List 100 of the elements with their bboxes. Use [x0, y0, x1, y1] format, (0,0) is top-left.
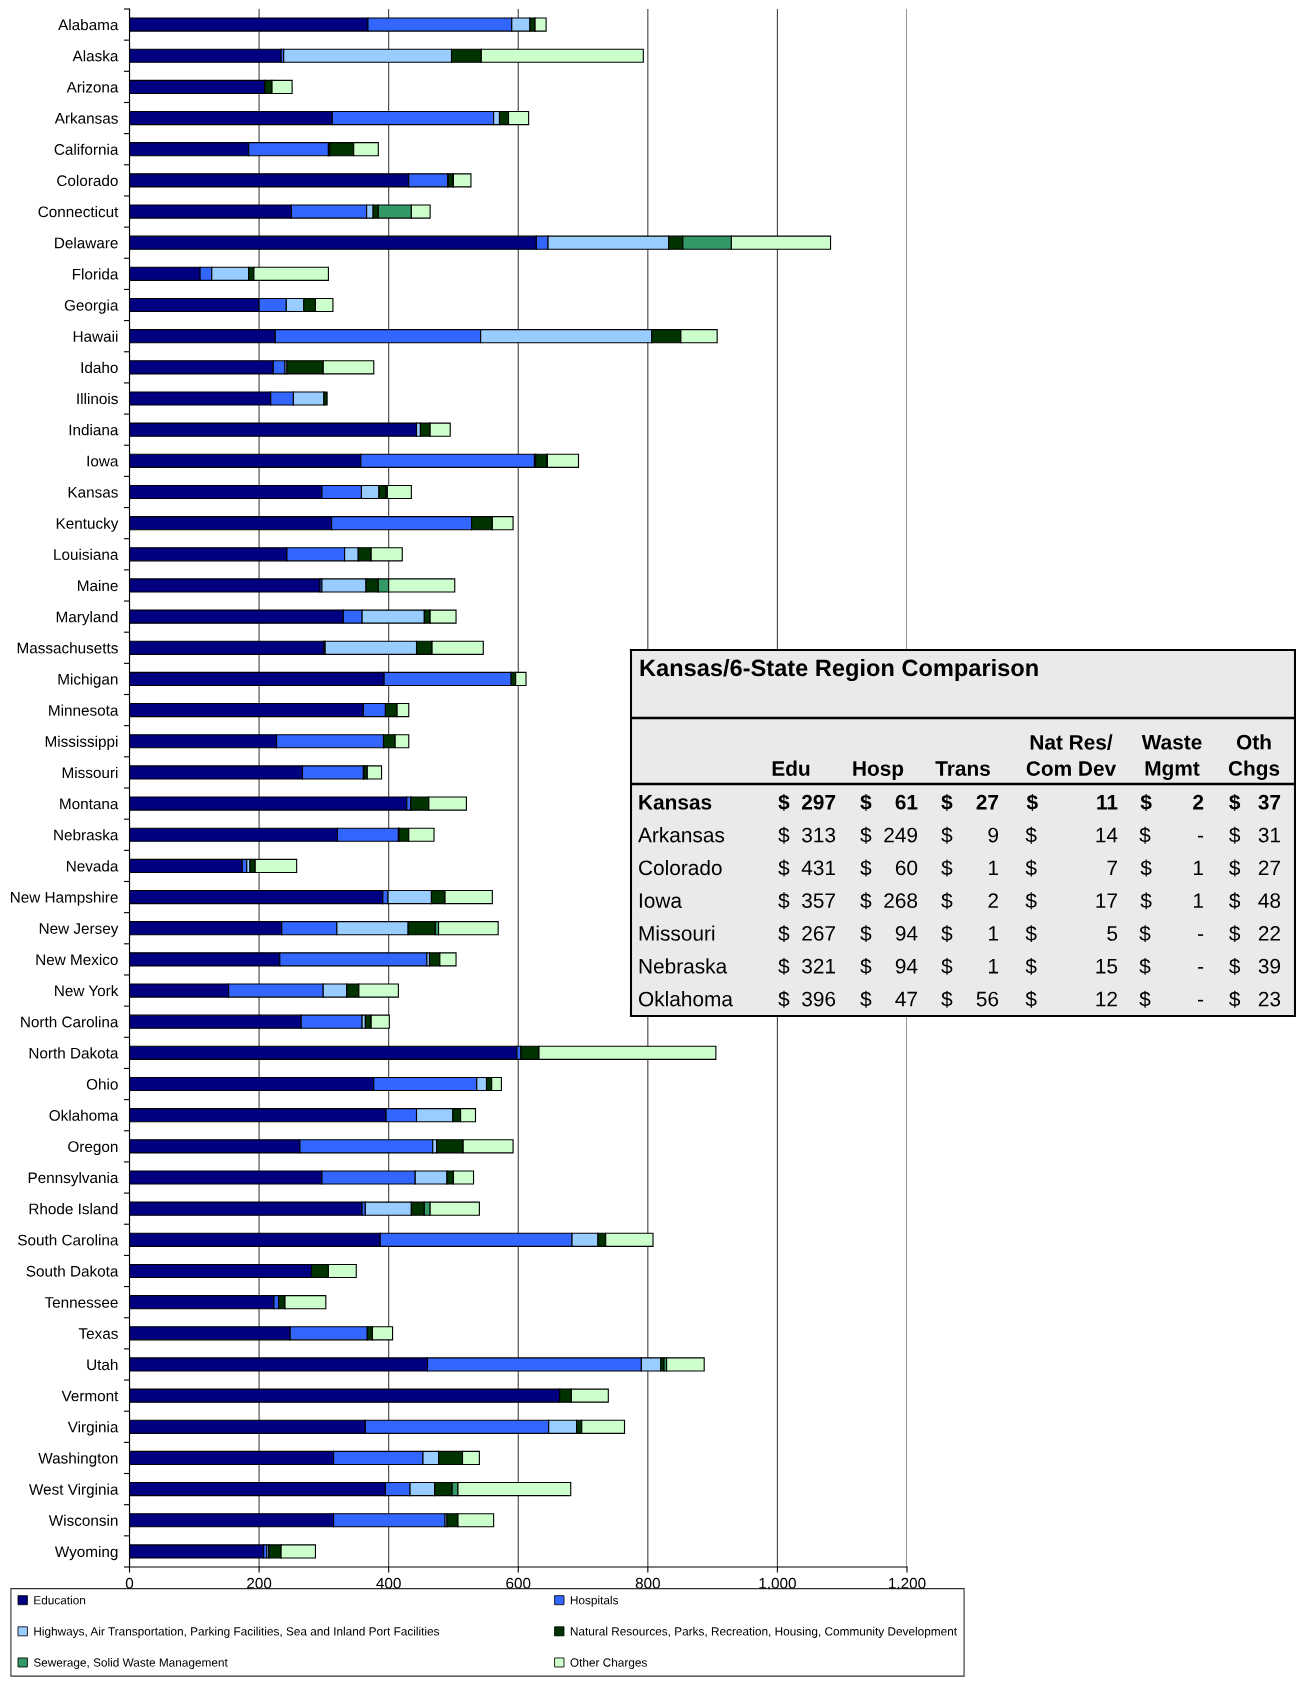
y-tick-label: New Hampshire — [10, 891, 118, 906]
data-label: $ 11 — [1026, 793, 1118, 811]
data-label: $ 1 — [1140, 892, 1203, 910]
x-tick-label: 400 — [376, 1577, 401, 1589]
data-label: $ 31 — [1229, 826, 1280, 844]
y-tick-label: New York — [55, 985, 119, 997]
y-tick-label: North Carolina — [21, 1016, 119, 1028]
y-tick-label: Ohio — [86, 1078, 118, 1090]
y-tick-label: Florida — [72, 268, 119, 280]
y-tick-label: Wisconsin — [48, 1514, 118, 1526]
y-tick-label: West Virginia — [29, 1483, 119, 1498]
category-label: Waste Mgmt — [1141, 735, 1202, 780]
data-label: $ 47 — [860, 990, 917, 1008]
text: Oklahoma — [638, 991, 733, 1007]
data-label: $ 2 — [941, 892, 998, 910]
x-tick-label: 1,200 — [889, 1577, 926, 1591]
y-tick-label: Connecticut — [38, 206, 119, 218]
data-label: $ 1 — [941, 859, 998, 877]
data-label: $ 56 — [941, 990, 999, 1008]
data-label: $ 39 — [1229, 957, 1281, 975]
data-label: $ 431 — [778, 859, 835, 877]
y-tick-label: New Mexico — [36, 953, 118, 966]
y-tick-label: Oregon — [68, 1141, 118, 1156]
text: Iowa — [639, 893, 683, 908]
y-tick-label: Virginia — [67, 1421, 119, 1436]
data-label: $ 23 — [1229, 990, 1281, 1008]
category-label: Oth Chgs — [1228, 734, 1280, 780]
y-tick-label: Nevada — [66, 860, 119, 872]
data-label: $ 17 — [1025, 892, 1117, 910]
y-tick-label: Alabama — [58, 19, 119, 31]
y-tick-label: Hawaii — [73, 330, 118, 342]
data-label: $ 94 — [860, 925, 918, 943]
text: Missouri — [639, 925, 715, 941]
data-label: $ 22 — [1229, 925, 1280, 943]
y-tick-label: Nebraska — [54, 829, 119, 841]
y-tick-label: Delaware — [55, 237, 118, 249]
data-label: $ 267 — [778, 925, 835, 943]
y-tick-label: Wyoming — [54, 1545, 118, 1561]
data-label: $ 7 — [1025, 859, 1117, 877]
y-tick-label: North Dakota — [29, 1047, 119, 1059]
data-label: $ 1 — [941, 925, 998, 943]
data-label: $ 5 — [1025, 925, 1118, 943]
y-tick-label: Idaho — [81, 361, 118, 374]
x-tick-label: 1,000 — [759, 1577, 796, 1591]
data-label: $ 15 — [1025, 957, 1118, 975]
y-tick-label: Indiana — [69, 424, 119, 436]
y-tick-label: Pennsylvania — [28, 1171, 119, 1187]
category-label: Nat Res/ Com Dev — [1026, 734, 1117, 776]
data-label: $ 27 — [941, 793, 999, 811]
data-label: $ 61 — [860, 793, 918, 811]
data-label: $ 396 — [778, 990, 836, 1008]
y-tick-label: Oklahoma — [49, 1109, 119, 1121]
data-label: $ 321 — [778, 957, 835, 975]
y-tick-label: Alaska — [72, 50, 119, 62]
data-label: $ 2 — [1140, 793, 1204, 811]
data-label: $ 1 — [1140, 859, 1203, 877]
y-tick-label: South Carolina — [18, 1234, 119, 1246]
y-tick-label: Utah — [87, 1358, 118, 1371]
y-tick-label: Louisiana — [54, 548, 119, 560]
text: Kansas/6-State Region Comparison — [640, 658, 1038, 682]
y-tick-label: Maine — [78, 579, 118, 592]
category-label: Trans — [935, 761, 990, 776]
y-tick-label: Rhode Island — [29, 1203, 118, 1215]
y-tick-label: Minnesota — [49, 704, 119, 716]
y-tick-label: Tennessee — [44, 1297, 118, 1308]
data-label: $ 297 — [778, 793, 836, 811]
data-label: $ 60 — [860, 859, 918, 877]
y-tick-label: Texas — [78, 1328, 118, 1339]
legend-label: Education — [34, 1595, 86, 1605]
data-label: $ 268 — [860, 892, 918, 910]
data-label: $ 9 — [941, 826, 999, 844]
legend-label: Other Charges — [570, 1658, 647, 1670]
data-label: $ 313 — [778, 826, 836, 844]
y-tick-label: Maryland — [56, 611, 118, 626]
data-label: $ 249 — [860, 826, 918, 844]
category-label: Edu — [772, 760, 810, 776]
y-tick-label: California — [54, 143, 119, 155]
data-label: $ - — [1139, 826, 1204, 844]
legend-label: Sewerage, Solid Waste Management — [33, 1658, 228, 1670]
legend-label: Natural Resources, Parks, Recreation, Housing, Community Development — [570, 1626, 957, 1638]
data-label: $ - — [1139, 990, 1204, 1008]
data-label: $ 1 — [941, 957, 998, 975]
data-label: $ 37 — [1229, 793, 1281, 811]
legend-label: Highways, Air Transportation, Parking Facilities, Sea and Inland Port Facilities — [34, 1626, 440, 1638]
data-label: $ 27 — [1229, 859, 1280, 877]
y-tick-label: Massachusetts — [17, 642, 118, 654]
y-tick-label: South Dakota — [26, 1265, 119, 1277]
y-tick-label: Georgia — [64, 299, 119, 314]
y-tick-label: Illinois — [77, 392, 118, 405]
data-label: $ 94 — [860, 957, 918, 975]
y-tick-label: Arizona — [66, 81, 119, 93]
data-label: $ - — [1139, 925, 1204, 943]
y-tick-label: Mississippi — [45, 735, 118, 750]
text: Arkansas — [638, 827, 725, 843]
x-tick-label: 800 — [635, 1577, 660, 1589]
data-label: $ - — [1139, 957, 1204, 975]
y-tick-label: Vermont — [61, 1390, 119, 1402]
y-tick-label: Kentucky — [56, 517, 119, 532]
x-tick-label: 0 — [125, 1577, 134, 1589]
data-label: $ 48 — [1229, 892, 1281, 910]
